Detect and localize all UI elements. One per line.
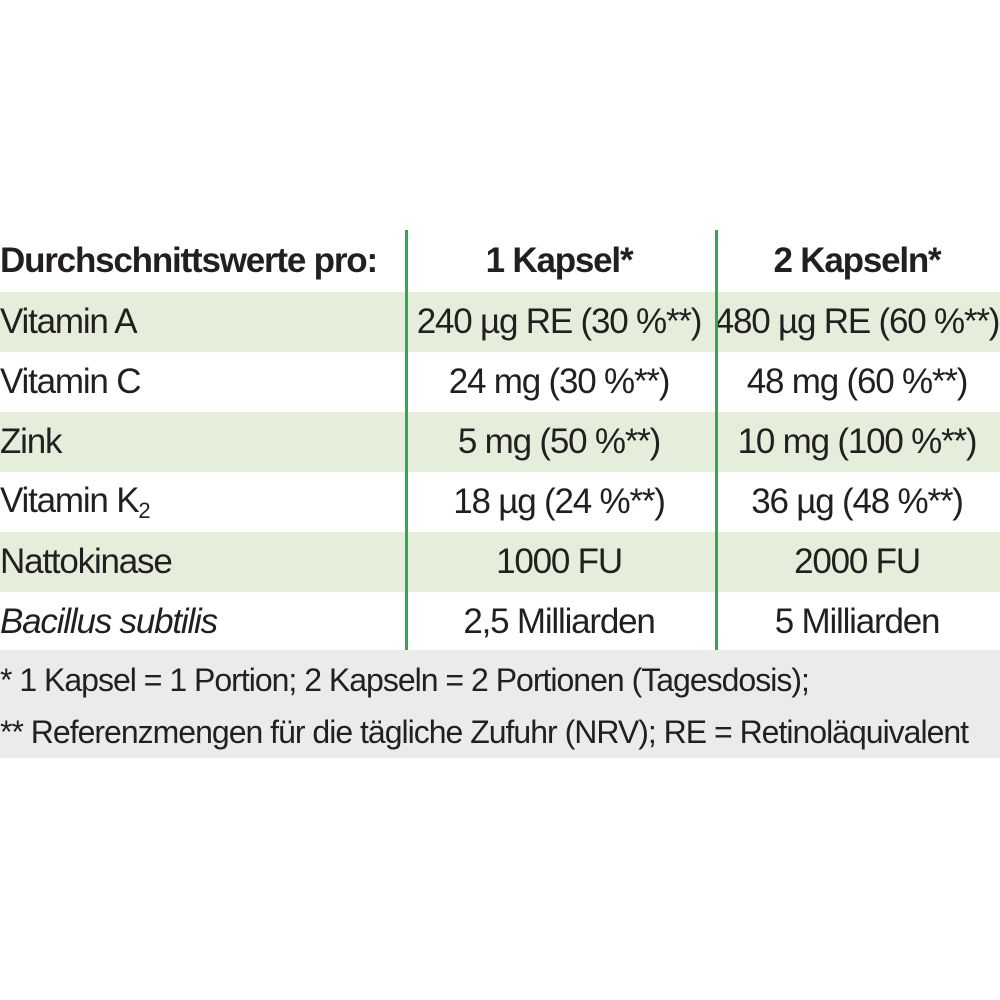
row-value-2-kapseln: 2000 FU [794,542,921,581]
table-row-vitamin-k2: Vitamin K2 18 µg (24 %**) 36 µg (48 %**) [0,472,1000,532]
row-value-2-kapseln: 10 mg (100 %**) [737,422,978,461]
row-value-2-kapseln: 48 mg (60 %**) [746,362,969,401]
footnote-2: ** Referenzmengen für die tägliche Zufuh… [0,714,969,750]
column-divider-1 [405,230,408,650]
header-col-2-kapseln: 2 Kapseln* [773,241,942,280]
header-label: Durchschnittswerte pro: [0,241,378,280]
table-row-bacillus-subtilis: Bacillus subtilis 2,5 Milliarden 5 Milli… [0,592,1000,652]
footnote-1: * 1 Kapsel = 1 Portion; 2 Kapseln = 2 Po… [0,662,810,698]
row-label: Vitamin K [0,480,140,520]
row-value-1-kapsel: 2,5 Milliarden [463,602,656,641]
footnotes: * 1 Kapsel = 1 Portion; 2 Kapseln = 2 Po… [0,650,1000,758]
row-label: Nattokinase [0,542,173,581]
row-label-subscript: 2 [138,497,150,523]
row-value-1-kapsel: 240 µg RE (30 %**) [416,302,703,341]
table-row-zink: Zink 5 mg (50 %**) 10 mg (100 %**) [0,412,1000,472]
column-divider-2 [715,230,718,650]
row-value-2-kapseln: 480 µg RE (60 %**) [714,302,1000,341]
row-value-1-kapsel: 1000 FU [496,542,623,581]
header-col-1-kapsel: 1 Kapsel* [485,241,634,280]
row-label-wrap: Vitamin K2 [0,481,404,524]
table-row-vitamin-a: Vitamin A 240 µg RE (30 %**) 480 µg RE (… [0,292,1000,352]
row-value-1-kapsel: 5 mg (50 %**) [457,422,661,461]
row-value-1-kapsel: 24 mg (30 %**) [448,362,671,401]
row-value-1-kapsel: 18 µg (24 %**) [453,482,666,521]
table-row-nattokinase: Nattokinase 1000 FU 2000 FU [0,532,1000,592]
row-label: Vitamin A [0,302,138,341]
nutrition-table: Durchschnittswerte pro: 1 Kapsel* 2 Kaps… [0,230,1000,652]
row-label: Zink [0,422,63,461]
table-row-vitamin-c: Vitamin C 24 mg (30 %**) 48 mg (60 %**) [0,352,1000,412]
row-label: Bacillus subtilis [0,602,218,641]
row-label: Vitamin C [0,362,141,401]
row-value-2-kapseln: 36 µg (48 %**) [751,482,964,521]
table-header-row: Durchschnittswerte pro: 1 Kapsel* 2 Kaps… [0,230,1000,292]
row-value-2-kapseln: 5 Milliarden [774,602,941,641]
